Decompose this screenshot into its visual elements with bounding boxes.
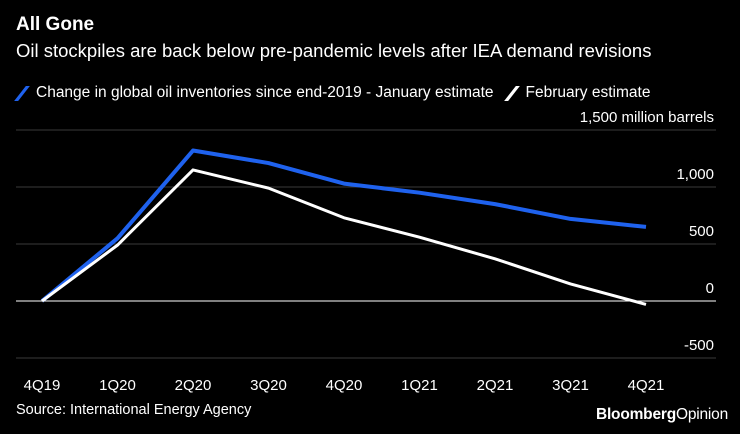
chart-title: All Gone (16, 14, 95, 35)
y-tick-label: 500 (689, 223, 714, 240)
x-tick-label: 4Q19 (24, 377, 61, 394)
y-tick-label: 0 (706, 280, 714, 297)
brand-suffix: Opinion (675, 406, 728, 423)
y-tick-label: 1,500 million barrels (580, 109, 714, 126)
legend: Change in global oil inventories since e… (14, 84, 662, 102)
x-tick-label: 2Q21 (477, 377, 514, 394)
series-line-february (41, 168, 647, 306)
legend-label-february: February estimate (525, 84, 651, 101)
y-tick-label: 1,000 (676, 166, 714, 183)
y-tick-label: -500 (684, 337, 714, 354)
x-tick-label: 1Q21 (401, 377, 438, 394)
x-tick-label: 3Q21 (552, 377, 589, 394)
brand-name: Bloomberg (595, 406, 676, 423)
source-note: Source: International Energy Agency (16, 402, 252, 418)
legend-item-january: Change in global oil inventories since e… (14, 84, 494, 102)
chart-subtitle: Oil stockpiles are back below pre-pandem… (16, 40, 652, 61)
legend-label-january: Change in global oil inventories since e… (36, 84, 494, 101)
x-tick-label: 1Q20 (99, 377, 136, 394)
x-tick-label: 4Q21 (628, 377, 665, 394)
x-tick-label: 4Q20 (326, 377, 363, 394)
x-tick-label: 3Q20 (250, 377, 287, 394)
x-tick-label: 2Q20 (175, 377, 212, 394)
legend-item-february: February estimate (503, 84, 651, 102)
brand-logo: BloombergOpinion (596, 406, 728, 424)
